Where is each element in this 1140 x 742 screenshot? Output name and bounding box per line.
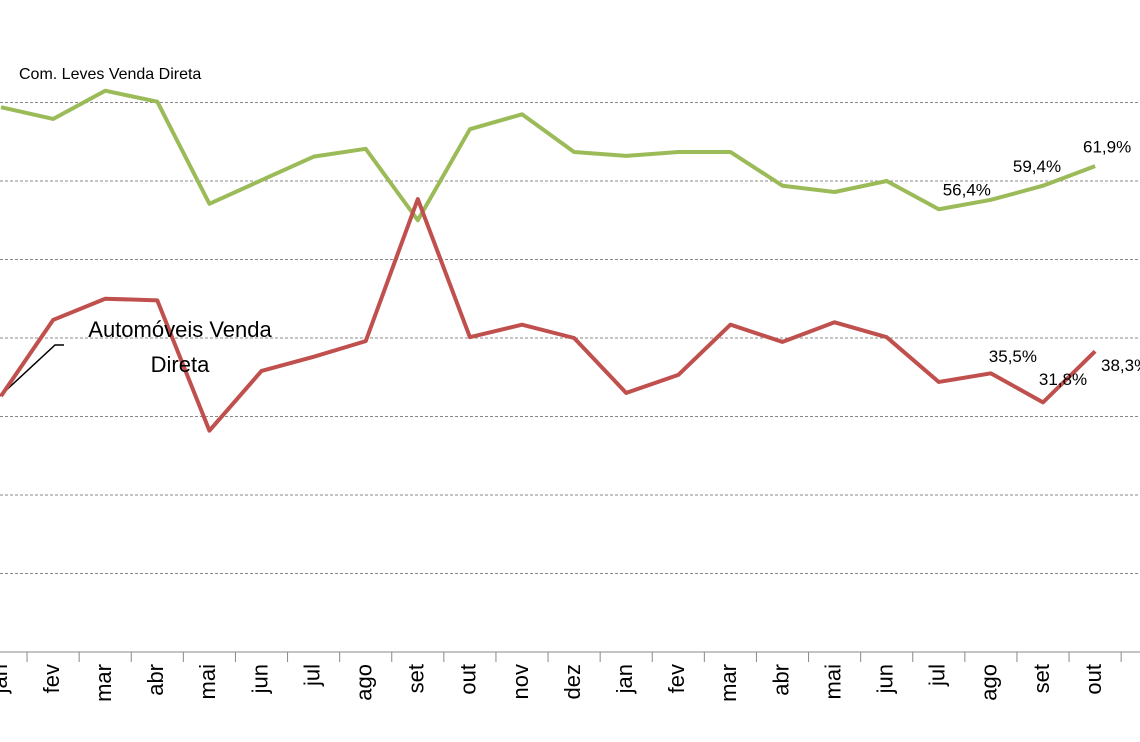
x-tick-label: dez [560,664,585,699]
x-tick-label: ago [352,664,377,701]
x-tick-label: mar [91,664,116,702]
series-line [0,197,1097,433]
data-label: 61,9% [1083,138,1131,157]
x-tick-label: jun [247,664,272,694]
series-label: Com. Leves Venda Direta [19,66,201,83]
x-tick-label: abr [143,664,168,696]
x-tick-label: abr [768,664,793,696]
x-tick-label: fev [39,664,64,693]
x-tick-label: out [456,664,481,695]
x-tick-label: mar [716,664,741,702]
x-tick-label: nov [508,664,533,699]
data-label: 38,3% [1101,356,1140,375]
series-label: Automóveis Venda Direta [88,317,272,377]
series-line [0,88,1096,223]
x-tick-label: out [1081,664,1106,695]
x-tick-label: jul [925,664,950,687]
x-tick-label: jun [873,664,898,694]
x-tick-label: jul [299,664,324,687]
leader-line [0,344,64,397]
x-tick-label: jan [612,664,637,694]
data-label: 31,8% [1039,370,1087,389]
data-label: 35,5% [989,347,1037,366]
data-label: 56,4% [943,181,991,200]
x-tick-label: set [404,664,429,693]
x-tick-label: jan [0,664,12,694]
x-tick-label: mai [820,664,845,699]
x-tick-label: fev [664,664,689,693]
data-label: 59,4% [1013,157,1061,176]
x-tick-label: ago [977,664,1002,701]
x-tick-label: mai [195,664,220,699]
x-tick-label: set [1029,664,1054,693]
